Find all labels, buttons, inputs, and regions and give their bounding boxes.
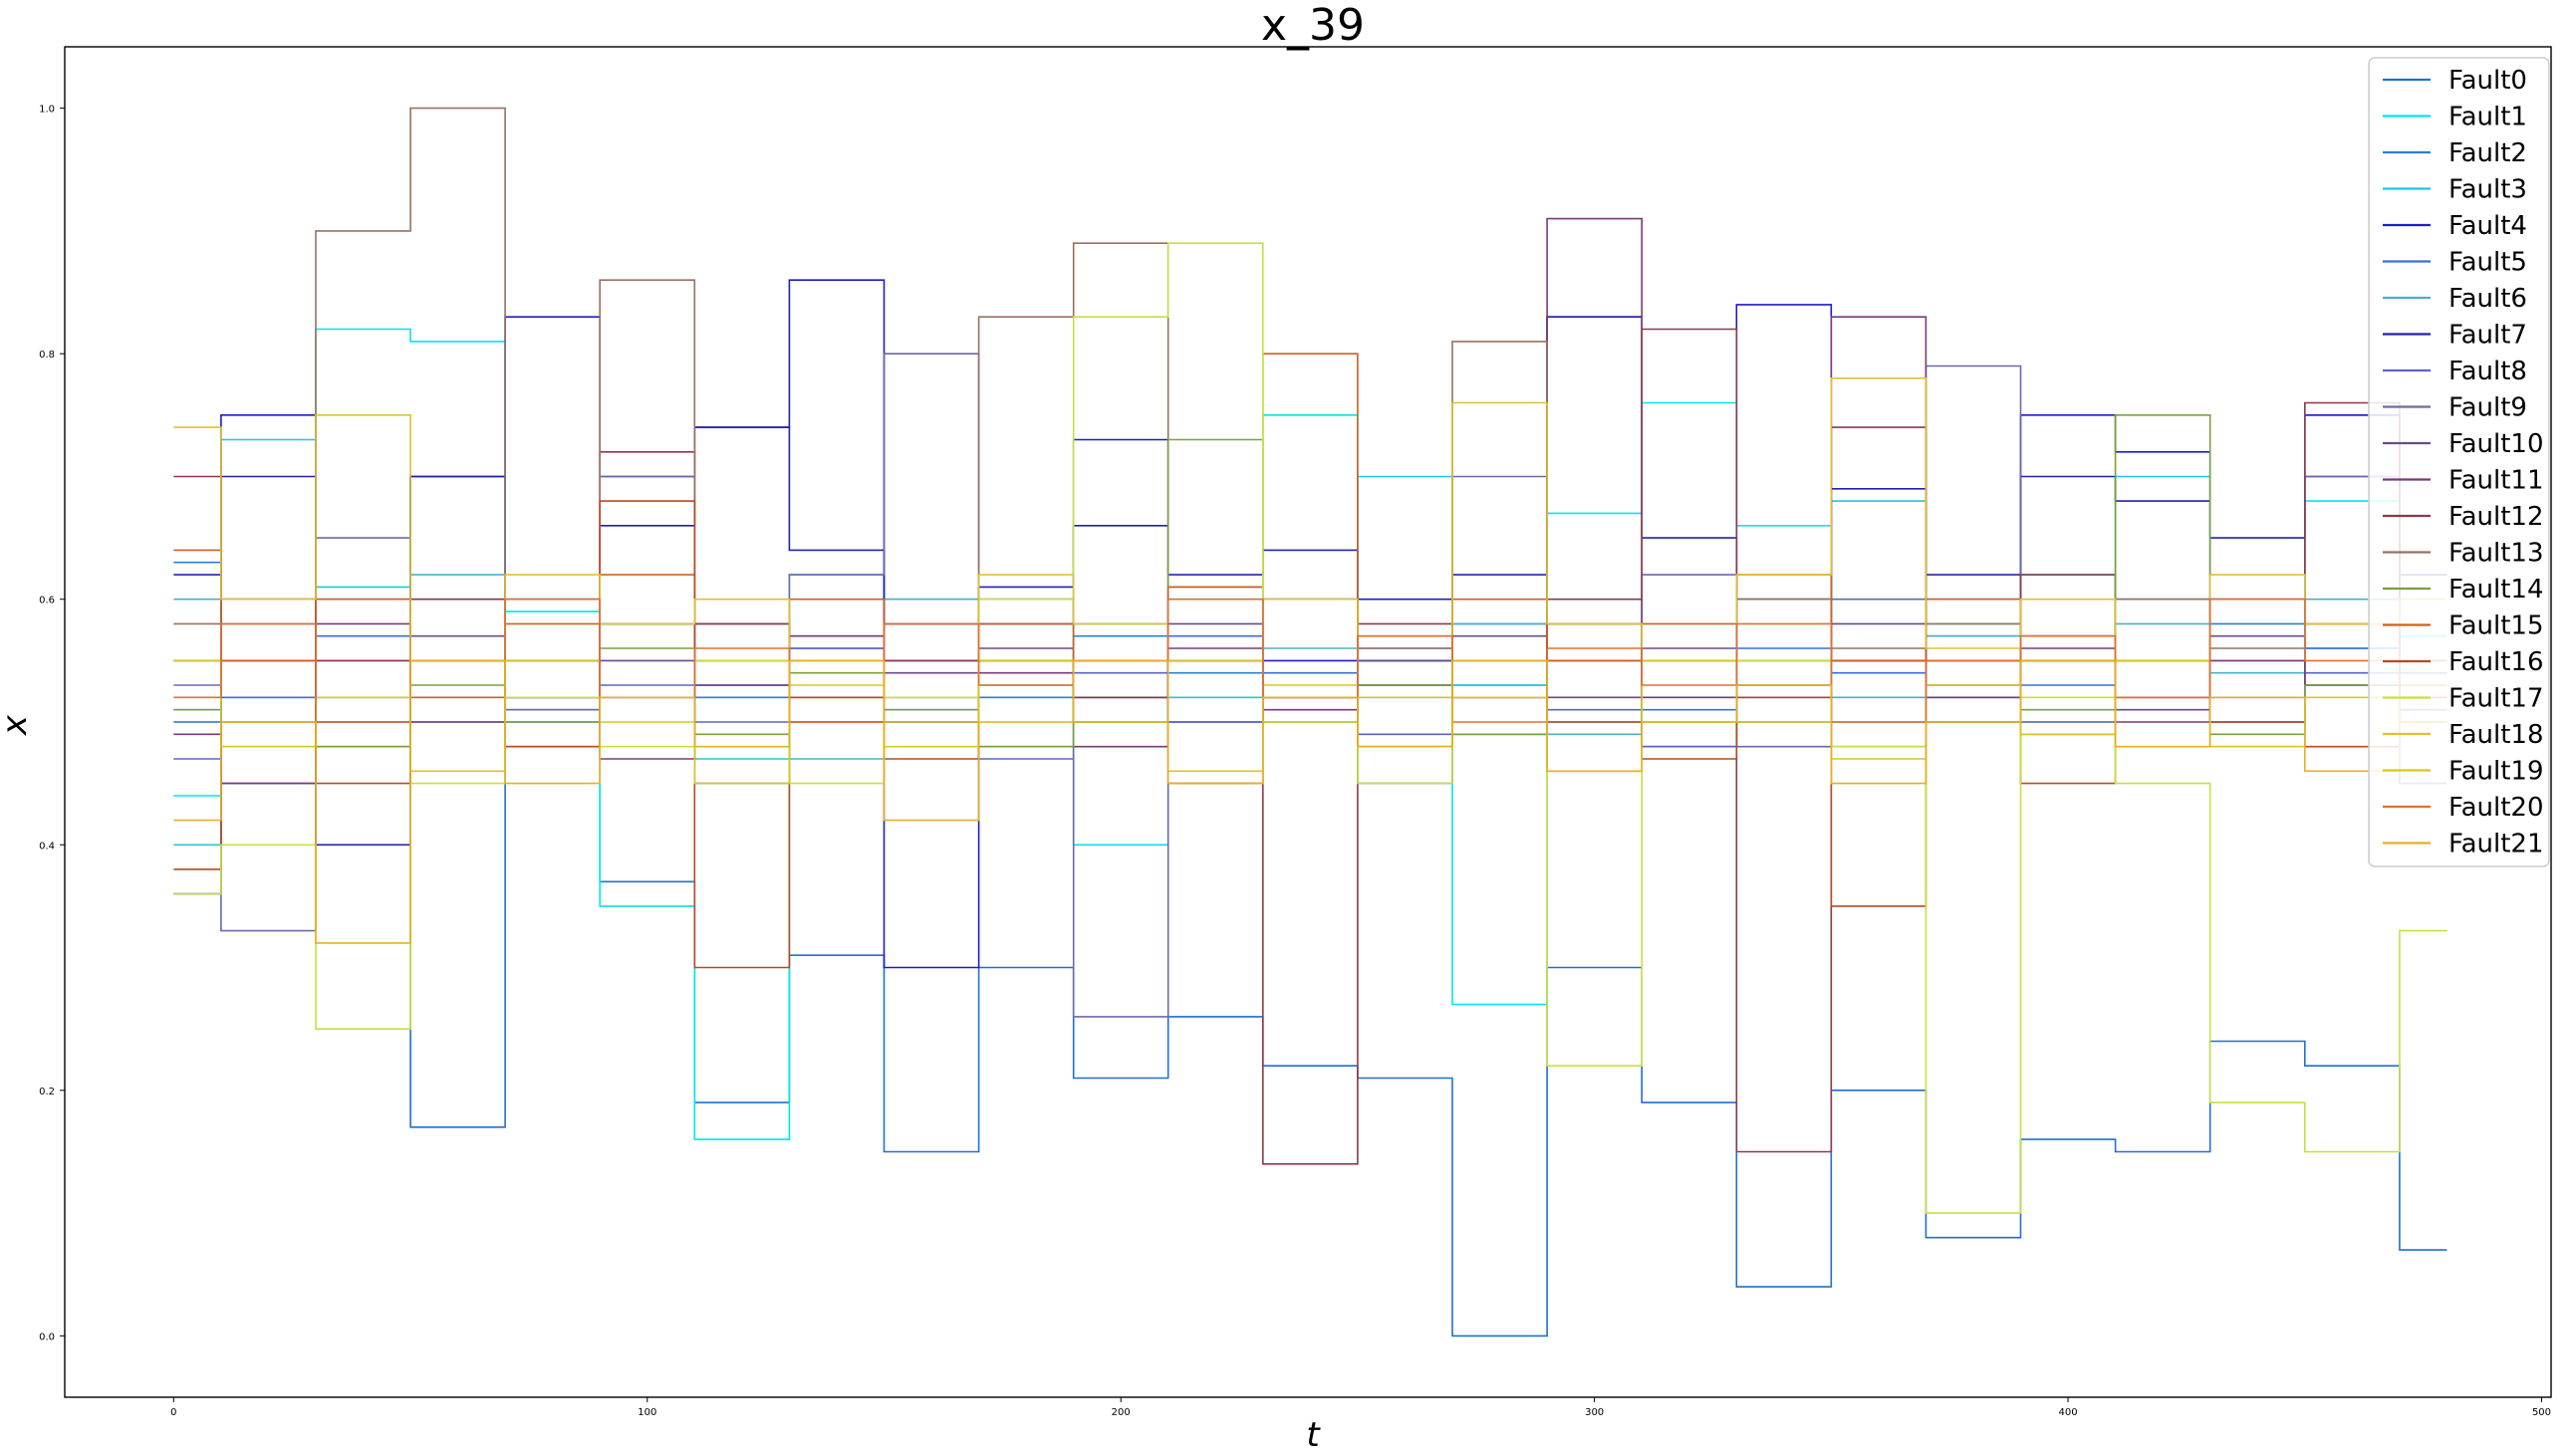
legend-label-fault8: Fault8 xyxy=(2448,357,2527,386)
series-line-fault18 xyxy=(173,377,2447,723)
legend-label-fault11: Fault11 xyxy=(2448,466,2543,496)
axes-frame xyxy=(64,46,2552,1398)
legend-label-fault6: Fault6 xyxy=(2448,284,2527,314)
legend-label-fault16: Fault16 xyxy=(2448,647,2543,677)
legend-label-fault21: Fault21 xyxy=(2448,830,2543,859)
chart-title: x_39 xyxy=(1261,0,1365,51)
series-line-fault4 xyxy=(173,279,2447,969)
legend-label-fault17: Fault17 xyxy=(2448,684,2543,714)
legend-label-fault15: Fault15 xyxy=(2448,611,2543,641)
legend-label-fault14: Fault14 xyxy=(2448,575,2543,605)
legend-box xyxy=(2368,57,2550,867)
x-axis-label: t xyxy=(1306,1415,1321,1455)
legend-label-fault3: Fault3 xyxy=(2448,175,2527,205)
legend-label-fault13: Fault13 xyxy=(2448,539,2543,569)
plot-area: 0 100 200 300 400 500 0.0 0.2 0.4 0.6 0.8 1.0 xyxy=(39,46,2552,1418)
legend: Fault0 Fault1 Fault2 Fault3 Fault4 Fault5 Faul… xyxy=(2368,57,2550,867)
series-layer xyxy=(173,107,2447,1337)
legend-label-fault0: Fault0 xyxy=(2448,66,2527,96)
y-axis-ticks: 0.0 0.2 0.4 0.6 0.8 1.0 xyxy=(39,105,65,1342)
x-tick-label: 0 xyxy=(170,1407,176,1418)
legend-label-fault5: Fault5 xyxy=(2448,248,2527,278)
legend-label-fault18: Fault18 xyxy=(2448,720,2543,750)
y-tick-label: 0.0 xyxy=(39,1332,55,1342)
x-axis-ticks: 0 100 200 300 400 500 xyxy=(170,1397,2551,1418)
series-line-fault17 xyxy=(173,242,2447,1214)
series-line-fault21 xyxy=(173,659,2447,944)
y-tick-label: 1.0 xyxy=(39,105,55,116)
y-tick-label: 0.2 xyxy=(39,1087,55,1097)
x-tick-label: 300 xyxy=(1585,1407,1604,1418)
legend-label-fault10: Fault10 xyxy=(2448,429,2543,459)
legend-label-fault1: Fault1 xyxy=(2448,103,2527,132)
legend-label-fault9: Fault9 xyxy=(2448,393,2527,423)
y-axis-label: x xyxy=(0,714,35,736)
legend-entries: Fault0 Fault1 Fault2 Fault3 Fault4 Fault5 Faul… xyxy=(2383,66,2543,859)
x-tick-label: 200 xyxy=(1112,1407,1131,1418)
legend-label-fault20: Fault20 xyxy=(2448,793,2543,823)
x-tick-label: 100 xyxy=(638,1407,656,1418)
x-tick-label: 400 xyxy=(2059,1407,2078,1418)
y-tick-label: 0.4 xyxy=(39,841,55,851)
x-tick-label: 500 xyxy=(2532,1407,2551,1418)
series-line-fault19 xyxy=(173,659,2447,785)
y-tick-label: 0.6 xyxy=(39,596,55,607)
legend-label-fault19: Fault19 xyxy=(2448,757,2543,787)
y-tick-label: 0.8 xyxy=(39,350,55,361)
legend-label-fault12: Fault12 xyxy=(2448,502,2543,532)
legend-label-fault2: Fault2 xyxy=(2448,138,2527,168)
legend-label-fault7: Fault7 xyxy=(2448,321,2527,351)
legend-label-fault4: Fault4 xyxy=(2448,211,2527,241)
